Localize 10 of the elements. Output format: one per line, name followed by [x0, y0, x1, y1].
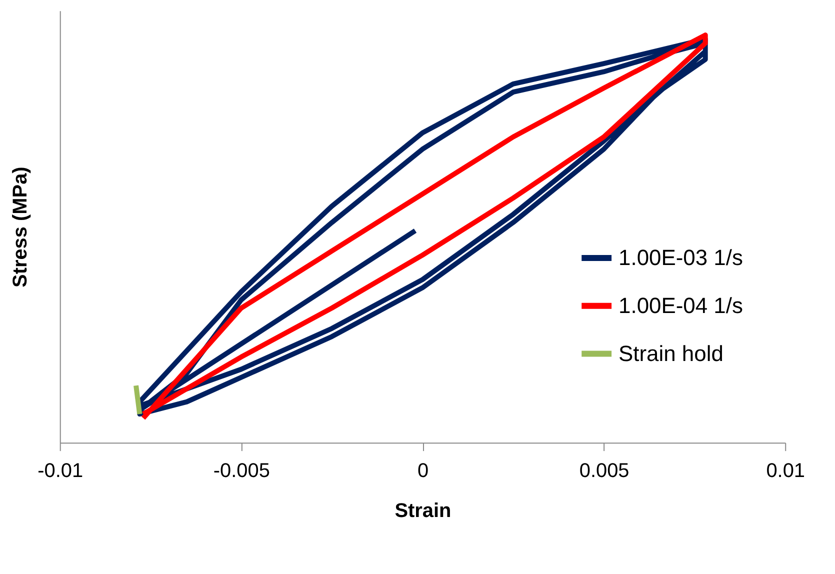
x-tick-label: -0.01: [38, 460, 84, 482]
x-tick-label: 0: [417, 460, 429, 482]
x-tick-label: -0.005: [213, 460, 270, 482]
x-tick-label: 0.005: [579, 460, 630, 482]
legend-label: 1.00E-04 1/s: [618, 292, 743, 318]
y-axis-title: Stress (MPa): [9, 166, 32, 288]
x-tick-label: 0.01: [766, 460, 806, 482]
legend-label: Strain hold: [618, 340, 724, 366]
x-axis-title: Strain: [394, 500, 452, 522]
legend-label: 1.00E-03 1/s: [618, 244, 743, 270]
